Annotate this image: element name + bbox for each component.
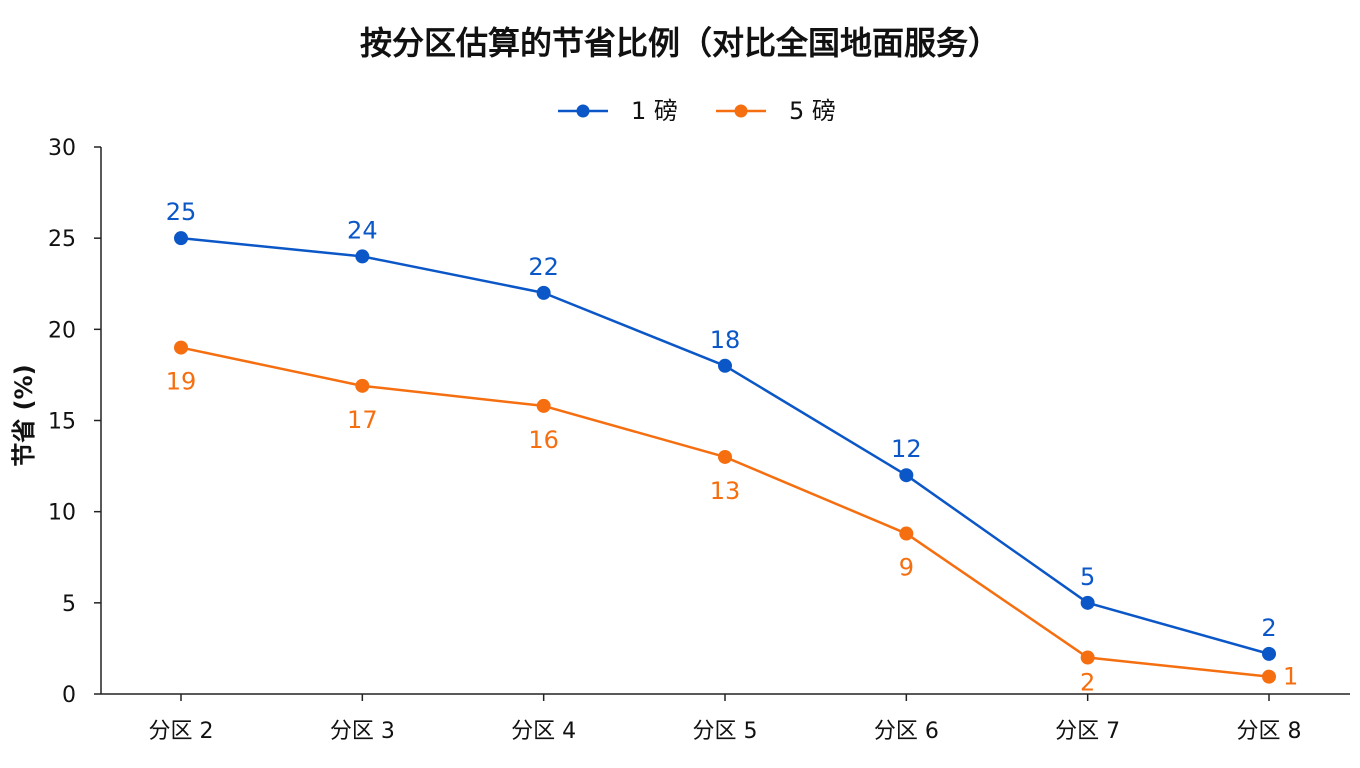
data-point [536, 285, 551, 300]
data-point [1262, 646, 1276, 661]
y-tick-label: 20 [48, 318, 76, 343]
x-tick-label: 分区 8 [1237, 719, 1302, 744]
data-point [899, 468, 914, 483]
data-label: 5 [1080, 563, 1095, 591]
x-tick-label: 分区 5 [693, 719, 758, 744]
y-tick-label: 25 [48, 227, 76, 252]
data-point [899, 526, 914, 541]
series-points [174, 231, 1276, 684]
y-tick-label: 15 [48, 410, 76, 435]
legend-swatch-marker [576, 104, 590, 118]
data-point [718, 358, 732, 373]
legend-label: 1 磅 [631, 97, 678, 125]
data-label: 19 [166, 368, 197, 396]
data-point [355, 378, 370, 393]
y-tick-label: 30 [48, 136, 76, 161]
legend-item: 5 磅 [716, 97, 836, 125]
y-tick-label: 5 [62, 592, 76, 617]
x-tick-label: 分区 7 [1055, 719, 1120, 744]
data-point [1080, 595, 1095, 610]
chart-title: 按分区估算的节省比例（对比全国地面服务） [359, 24, 1000, 62]
y-tick-label: 10 [48, 501, 76, 526]
data-point [174, 340, 188, 355]
series-line [180, 236, 1270, 656]
x-tick-label: 分区 2 [149, 719, 214, 744]
data-label: 12 [891, 435, 922, 463]
legend-label: 5 磅 [789, 97, 836, 125]
data-label: 17 [347, 406, 378, 434]
data-point [536, 398, 551, 413]
data-label: 2 [1261, 614, 1276, 642]
data-label: 2 [1080, 669, 1095, 697]
data-point [718, 449, 732, 464]
y-axis-label: 节省 (%) [10, 364, 38, 466]
legend: 1 磅 5 磅 [558, 97, 836, 125]
data-label: 13 [710, 477, 741, 505]
data-label: 16 [528, 426, 559, 454]
data-label: 9 [899, 554, 914, 582]
y-tick-label: 0 [62, 683, 76, 708]
data-label: 1 [1283, 663, 1298, 691]
legend-swatch-marker [734, 104, 748, 118]
data-point [1262, 669, 1276, 684]
data-label: 24 [347, 216, 378, 244]
x-tick-label: 分区 6 [874, 719, 939, 744]
data-label: 18 [710, 326, 741, 354]
data-point [174, 231, 188, 246]
data-point [355, 249, 370, 264]
data-point [1080, 650, 1095, 665]
series-line [180, 346, 1270, 678]
data-label: 22 [528, 253, 559, 281]
x-tick-label: 分区 4 [511, 719, 576, 744]
x-tick-label: 分区 3 [330, 719, 395, 744]
data-label: 25 [166, 198, 197, 226]
legend-item: 1 磅 [558, 97, 678, 125]
